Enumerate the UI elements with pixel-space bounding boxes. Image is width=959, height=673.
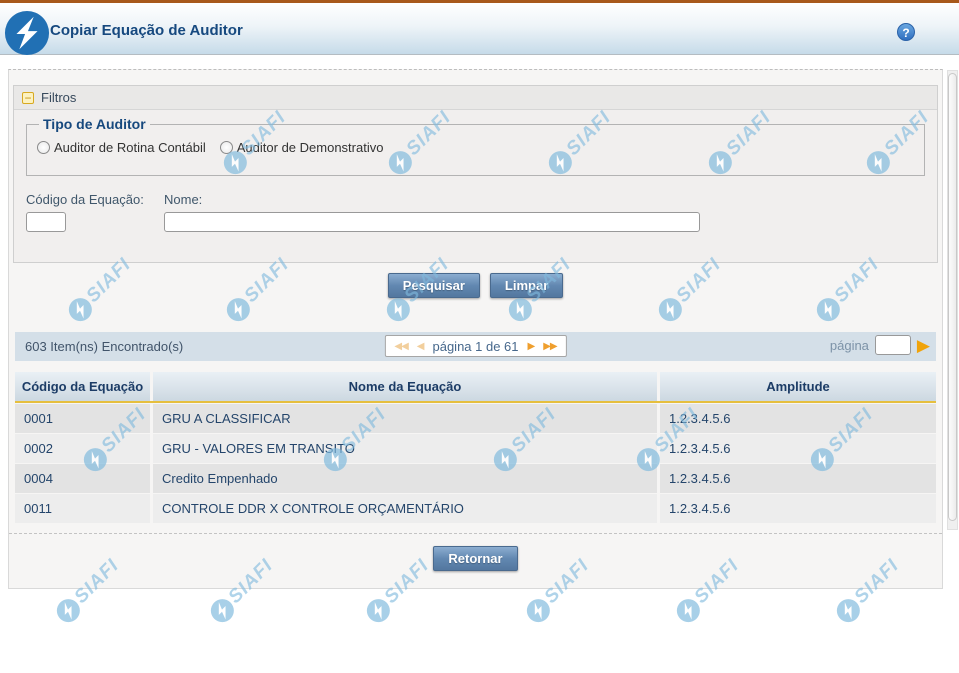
pagination-control: ◀◀ ◀ página 1 de 61 ▶ ▶▶ bbox=[384, 335, 567, 357]
table-row[interactable]: 0002 GRU - VALORES EM TRANSITO 1.2.3.4.5… bbox=[15, 434, 936, 463]
goto-page-group: página ▶ bbox=[830, 335, 930, 355]
cell-amplitude: 1.2.3.4.5.6 bbox=[660, 404, 936, 433]
radio-rotina-contabil[interactable] bbox=[37, 141, 50, 154]
header-bar: Copiar Equação de Auditor ? bbox=[0, 0, 959, 56]
table-body: 0001 GRU A CLASSIFICAR 1.2.3.4.5.6 0002 … bbox=[15, 404, 936, 523]
page-status: página 1 de 61 bbox=[432, 338, 519, 354]
goto-page-label: página bbox=[829, 337, 869, 353]
results-count: 603 Item(ns) Encontrado(s) bbox=[25, 339, 184, 354]
table-row[interactable]: 0011 CONTROLE DDR X CONTROLE ORÇAMENTÁRI… bbox=[15, 494, 936, 523]
content-panel: − Filtros Tipo de Auditor Auditor de Rot… bbox=[8, 69, 943, 589]
cell-nome: GRU A CLASSIFICAR bbox=[153, 404, 657, 433]
equations-table: Código da Equação Nome da Equação Amplit… bbox=[15, 372, 936, 523]
cell-nome: Credito Empenhado bbox=[153, 464, 657, 493]
collapse-minus-icon[interactable]: − bbox=[22, 91, 34, 104]
tipo-de-auditor-legend: Tipo de Auditor bbox=[43, 116, 146, 132]
siafi-logo-watermark-icon bbox=[676, 599, 700, 623]
goto-page-input[interactable] bbox=[874, 335, 911, 355]
table-row[interactable]: 0001 GRU A CLASSIFICAR 1.2.3.4.5.6 bbox=[15, 404, 936, 433]
footer-divider bbox=[9, 533, 942, 534]
first-page-icon[interactable]: ◀◀ bbox=[394, 340, 408, 352]
filters-title: Filtros bbox=[41, 90, 77, 105]
table-row[interactable]: 0004 Credito Empenhado 1.2.3.4.5.6 bbox=[15, 464, 936, 493]
siafi-logo-watermark-icon bbox=[366, 599, 390, 623]
results-bar: 603 Item(ns) Encontrado(s) ◀◀ ◀ página 1… bbox=[15, 332, 936, 361]
radio-demonstrativo[interactable] bbox=[219, 141, 233, 154]
filters-body: Tipo de Auditor Auditor de Rotina Contáb… bbox=[14, 110, 937, 262]
nome-label: Nome: bbox=[164, 192, 203, 207]
cell-amplitude: 1.2.3.4.5.6 bbox=[660, 464, 936, 493]
siafi-logo-watermark-icon bbox=[210, 599, 234, 623]
filter-actions: Pesquisar Limpar bbox=[9, 273, 942, 298]
siafi-logo-watermark-icon bbox=[836, 599, 860, 623]
cell-codigo: 0011 bbox=[15, 494, 150, 523]
help-icon[interactable]: ? bbox=[897, 23, 915, 41]
page-title: Copiar Equação de Auditor bbox=[50, 22, 243, 39]
scrollbar-thumb[interactable] bbox=[948, 73, 957, 521]
cell-nome: CONTROLE DDR X CONTROLE ORÇAMENTÁRIO bbox=[153, 494, 657, 523]
column-header-codigo: Código da Equação bbox=[15, 372, 150, 401]
radio-demonstrativo-label[interactable]: Auditor de Demonstrativo bbox=[236, 140, 384, 155]
tipo-de-auditor-fieldset: Tipo de Auditor Auditor de Rotina Contáb… bbox=[26, 116, 925, 176]
table-header-row: Código da Equação Nome da Equação Amplit… bbox=[15, 372, 936, 403]
codigo-equacao-input[interactable] bbox=[26, 212, 66, 232]
auditor-type-options: Auditor de Rotina Contábil Auditor de De… bbox=[37, 140, 914, 155]
cell-codigo: 0002 bbox=[15, 434, 150, 463]
pesquisar-button[interactable]: Pesquisar bbox=[387, 273, 480, 298]
filters-box: − Filtros Tipo de Auditor Auditor de Rot… bbox=[13, 85, 938, 263]
radio-rotina-contabil-label[interactable]: Auditor de Rotina Contábil bbox=[54, 140, 206, 155]
filters-header[interactable]: − Filtros bbox=[14, 86, 937, 110]
goto-page-icon[interactable]: ▶ bbox=[916, 335, 930, 355]
siafi-logo-icon bbox=[4, 10, 50, 56]
next-page-icon[interactable]: ▶ bbox=[527, 340, 536, 352]
cell-amplitude: 1.2.3.4.5.6 bbox=[660, 434, 936, 463]
cell-nome: GRU - VALORES EM TRANSITO bbox=[153, 434, 657, 463]
prev-page-icon[interactable]: ◀ bbox=[416, 340, 425, 352]
siafi-logo-watermark-icon bbox=[526, 599, 550, 623]
nome-input[interactable] bbox=[164, 212, 700, 232]
siafi-logo-watermark-icon bbox=[56, 599, 80, 623]
column-header-nome: Nome da Equação bbox=[153, 372, 657, 401]
footer-actions: Retornar bbox=[9, 546, 942, 571]
limpar-button[interactable]: Limpar bbox=[489, 273, 564, 298]
cell-codigo: 0001 bbox=[15, 404, 150, 433]
codigo-equacao-label: Código da Equação: bbox=[26, 192, 144, 207]
cell-codigo: 0004 bbox=[15, 464, 150, 493]
last-page-icon[interactable]: ▶▶ bbox=[543, 340, 557, 352]
column-header-amplitude: Amplitude bbox=[660, 372, 936, 401]
retornar-button[interactable]: Retornar bbox=[433, 546, 518, 571]
cell-amplitude: 1.2.3.4.5.6 bbox=[660, 494, 936, 523]
vertical-scrollbar[interactable] bbox=[947, 70, 958, 530]
